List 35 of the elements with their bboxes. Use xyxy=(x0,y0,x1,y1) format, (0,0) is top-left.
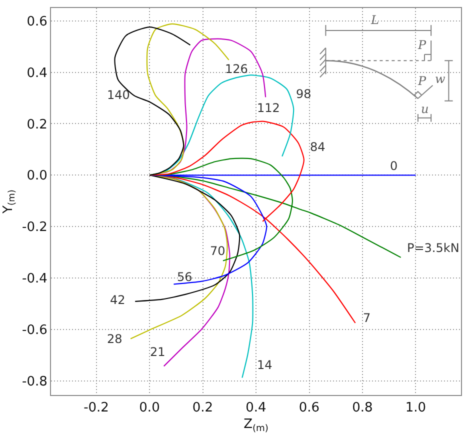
series-label: 7 xyxy=(363,311,371,325)
series-label: 112 xyxy=(257,101,280,115)
x-tick-label: 0.4 xyxy=(246,400,266,416)
series-label: 21 xyxy=(150,345,166,359)
annotation: P xyxy=(417,38,427,52)
series-label: 70 xyxy=(210,244,226,258)
y-tick-label: 0.4 xyxy=(26,66,48,81)
annotation: u xyxy=(421,102,429,116)
x-tick-label: -0.2 xyxy=(84,400,109,416)
x-tick-label: 0.8 xyxy=(352,400,373,416)
y-tick-label: 0.2 xyxy=(26,117,48,132)
series-label: 28 xyxy=(107,332,122,346)
annotation: w xyxy=(435,72,446,86)
y-tick-label: 0.0 xyxy=(26,168,48,184)
x-axis-title: Z$_{(m)}$ xyxy=(244,417,268,434)
x-tick-label: 0.6 xyxy=(298,400,320,416)
series-label: 98 xyxy=(296,87,312,101)
series-label: P=3.5kN xyxy=(407,241,460,255)
x-tick-label: 0.0 xyxy=(139,400,160,416)
y-tick-label: -0.4 xyxy=(22,272,48,287)
annotation: L xyxy=(370,13,379,27)
y-tick-label: 0.6 xyxy=(26,14,48,30)
y-tick-label: -0.2 xyxy=(22,220,48,236)
series-label: 84 xyxy=(310,140,326,154)
y-tick-label: -0.8 xyxy=(22,374,48,390)
y-tick-label: -0.6 xyxy=(22,322,48,338)
x-tick-label: 1.0 xyxy=(405,400,426,416)
series-label: 0 xyxy=(390,159,398,173)
series-label: 140 xyxy=(107,88,130,102)
series-label: 126 xyxy=(225,62,248,76)
series-label: 56 xyxy=(177,270,192,284)
x-tick-label: 0.2 xyxy=(192,400,214,416)
series-label: 14 xyxy=(257,358,272,372)
annotation: P xyxy=(417,74,427,88)
series-label: 42 xyxy=(110,293,126,307)
